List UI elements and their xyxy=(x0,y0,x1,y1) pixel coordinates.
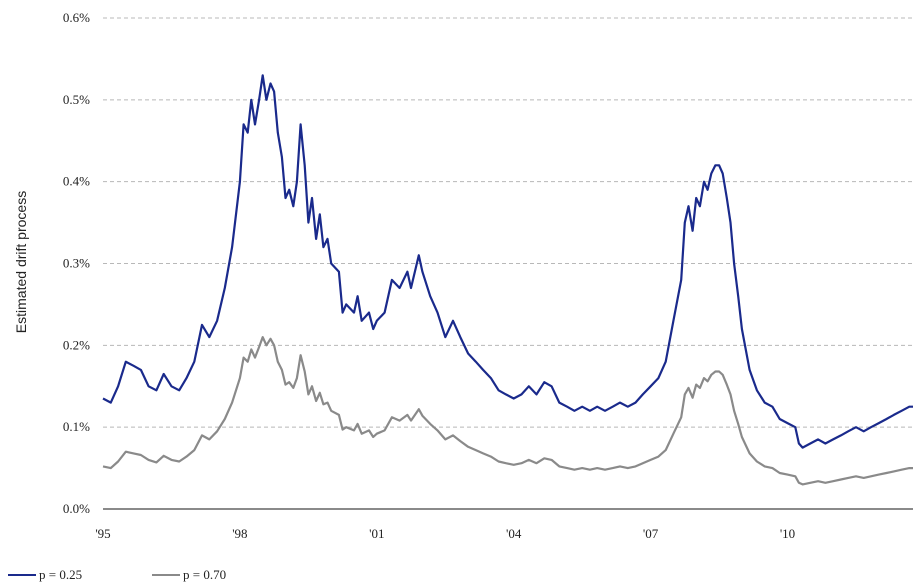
series-line-p025 xyxy=(102,74,913,449)
x-tick-label: '01 xyxy=(369,526,384,541)
grid-lines xyxy=(103,17,913,510)
x-tick-label: '10 xyxy=(780,526,795,541)
legend-label-p070: p = 0.70 xyxy=(183,567,226,582)
x-tick-label: '95 xyxy=(95,526,110,541)
x-tick-label: '04 xyxy=(506,526,522,541)
y-axis-title: Estimated drift process xyxy=(13,191,29,333)
x-tick-label: '98 xyxy=(232,526,247,541)
x-tick-label: '07 xyxy=(643,526,659,541)
y-tick-label: 0.0% xyxy=(63,501,90,516)
x-tick-labels: '95 '98 '01 '04 '07 '10 xyxy=(95,526,795,541)
y-tick-label: 0.2% xyxy=(63,337,90,352)
y-tick-label: 0.4% xyxy=(63,174,90,189)
series-line-p070 xyxy=(102,336,913,486)
y-tick-label: 0.6% xyxy=(63,10,90,25)
legend: p = 0.25 p = 0.70 xyxy=(8,567,226,582)
series-lines xyxy=(102,74,913,486)
y-tick-label: 0.5% xyxy=(63,92,90,107)
y-tick-labels: 0.0% 0.1% 0.2% 0.3% 0.4% 0.5% 0.6% xyxy=(63,10,90,516)
y-tick-label: 0.1% xyxy=(63,419,90,434)
legend-label-p025: p = 0.25 xyxy=(39,567,82,582)
y-tick-label: 0.3% xyxy=(63,256,90,271)
